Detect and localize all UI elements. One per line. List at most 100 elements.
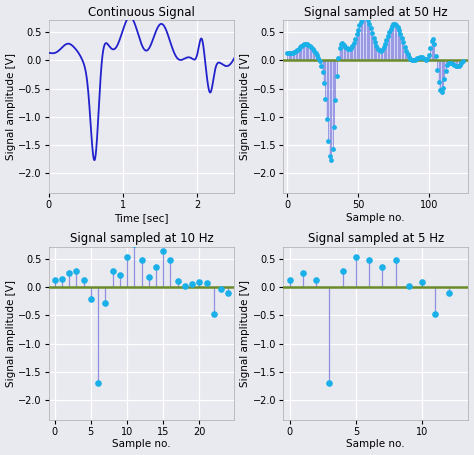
Bar (357, 30, 359, 61)
Point (313, 51, 321, 59)
Point (341, 43, 349, 50)
Point (101, 299, 109, 306)
Point (130, 240, 138, 248)
Point (445, 59, 452, 66)
Point (405, 283, 413, 290)
Bar (310, 47, 312, 61)
Point (391, 20, 399, 27)
Bar (305, 44, 306, 61)
Point (73, 268, 80, 275)
Bar (382, 50, 383, 61)
Point (408, 56, 416, 63)
Point (309, 45, 317, 52)
Point (196, 278, 203, 285)
Point (378, 46, 386, 53)
Bar (369, 24, 370, 61)
Point (299, 269, 307, 277)
Bar (431, 40, 432, 61)
Point (286, 50, 294, 57)
Title: Continuous Signal: Continuous Signal (88, 5, 195, 19)
Point (326, 152, 334, 160)
Bar (330, 61, 332, 160)
Bar (408, 57, 410, 61)
Point (431, 311, 439, 318)
Bar (425, 60, 427, 61)
Point (58, 276, 65, 283)
Point (429, 35, 437, 42)
Bar (335, 61, 336, 100)
Point (302, 40, 310, 47)
Point (315, 55, 322, 62)
Point (87, 295, 95, 303)
Bar (326, 61, 328, 119)
Point (418, 278, 426, 285)
Point (357, 18, 365, 25)
Point (455, 62, 462, 69)
Bar (355, 39, 356, 61)
Point (453, 62, 461, 70)
Bar (414, 60, 415, 61)
Point (203, 279, 210, 286)
Point (291, 49, 298, 56)
Point (288, 50, 295, 57)
Point (286, 276, 293, 283)
Point (381, 40, 389, 48)
Point (375, 47, 383, 54)
Point (322, 95, 329, 102)
Bar (402, 42, 404, 61)
Point (298, 42, 305, 50)
Bar (291, 53, 292, 61)
Bar (444, 61, 445, 79)
Point (370, 34, 377, 41)
Point (116, 271, 124, 278)
Point (405, 53, 413, 61)
Point (310, 47, 318, 54)
Point (210, 311, 218, 318)
Point (330, 123, 338, 131)
Point (303, 40, 311, 47)
Point (419, 55, 427, 62)
Y-axis label: Signal amplitude [V]: Signal amplitude [V] (240, 280, 250, 387)
Bar (333, 61, 335, 127)
Bar (342, 43, 343, 61)
Point (167, 257, 174, 264)
Point (340, 41, 347, 48)
Bar (400, 34, 401, 61)
Bar (373, 38, 374, 61)
Point (388, 22, 396, 30)
Bar (299, 47, 301, 61)
Bar (339, 48, 340, 61)
Point (354, 26, 362, 33)
Bar (447, 61, 448, 65)
Point (159, 248, 167, 255)
Bar (459, 61, 461, 65)
Point (415, 54, 423, 61)
Point (283, 49, 291, 56)
Bar (386, 40, 387, 61)
Bar (287, 53, 288, 61)
Point (424, 55, 431, 62)
Bar (360, 22, 362, 61)
Point (329, 145, 337, 152)
Point (299, 41, 307, 48)
Point (363, 15, 370, 22)
Point (421, 56, 428, 63)
Bar (418, 58, 419, 61)
Point (152, 263, 160, 271)
Point (452, 62, 459, 70)
Point (427, 44, 434, 51)
Point (325, 137, 332, 144)
Point (335, 55, 342, 62)
Point (293, 47, 301, 54)
Point (351, 35, 359, 42)
Point (385, 29, 393, 36)
Bar (448, 61, 449, 63)
Bar (312, 49, 313, 61)
Bar (293, 52, 295, 61)
Title: Signal sampled at 5 Hz: Signal sampled at 5 Hz (308, 233, 444, 245)
Bar (296, 51, 298, 61)
Point (338, 40, 346, 47)
Point (333, 72, 341, 80)
X-axis label: Sample no.: Sample no. (346, 440, 405, 450)
Point (343, 45, 350, 52)
